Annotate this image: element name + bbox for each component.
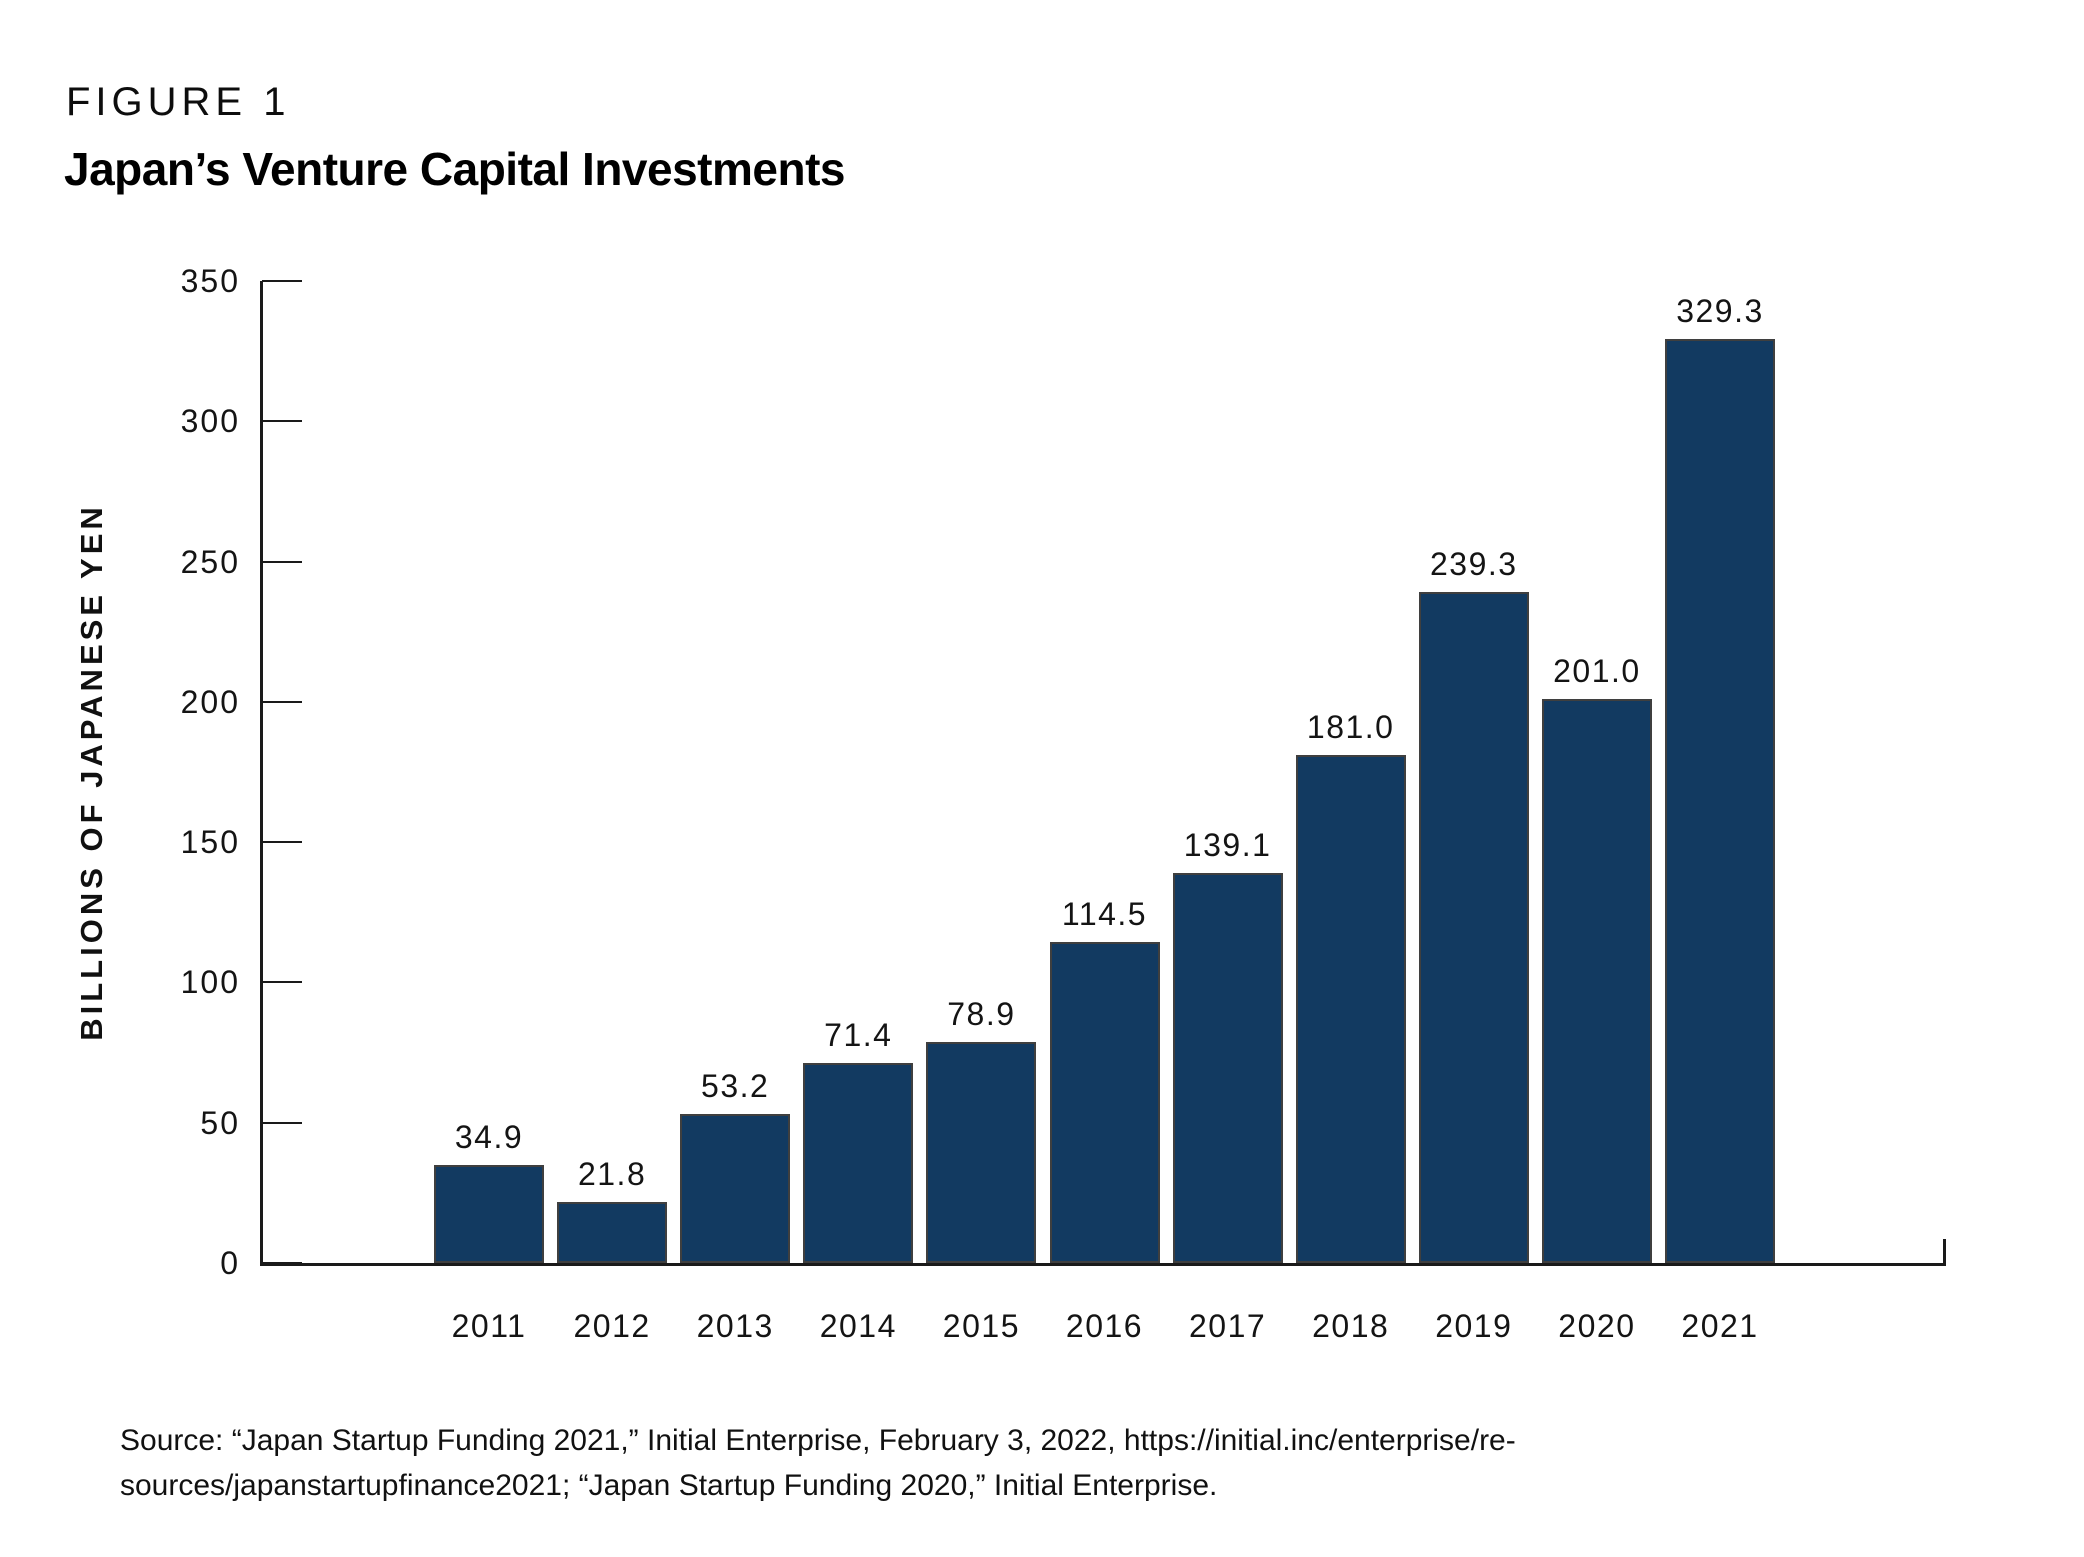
bar-value-label: 139.1	[1183, 826, 1272, 863]
source-note: Source: “Japan Startup Funding 2021,” In…	[120, 1418, 1516, 1508]
x-tick-label: 2011	[451, 1308, 527, 1344]
y-tick	[262, 841, 302, 844]
x-tick-label: 2020	[1558, 1308, 1636, 1344]
y-tick-label: 350	[180, 263, 240, 299]
x-tick-label: 2014	[819, 1308, 897, 1344]
y-tick	[262, 560, 302, 563]
y-tick	[262, 280, 302, 282]
bar-value-label: 239.3	[1430, 545, 1518, 582]
bar-2011	[434, 1165, 544, 1263]
bar-value-label: 21.8	[577, 1155, 647, 1192]
bar-value-label: 71.4	[824, 1016, 893, 1053]
bar-value-label: 53.2	[701, 1067, 770, 1104]
x-tick-label: 2012	[573, 1308, 651, 1344]
bar-2013	[680, 1113, 791, 1263]
y-tick-label: 300	[180, 403, 240, 440]
x-tick-label: 2019	[1435, 1308, 1513, 1344]
x-tick-label: 2015	[942, 1308, 1020, 1344]
x-tick-label: 2018	[1312, 1308, 1390, 1344]
bar-value-label: 201.0	[1553, 653, 1641, 690]
figure-label: FIGURE 1	[66, 80, 291, 124]
y-tick-label: 0	[220, 1245, 240, 1281]
bar-value-label: 181.0	[1306, 709, 1395, 746]
bar-value-label: 329.3	[1676, 293, 1764, 330]
source-line-2: sources/japanstartupfinance2021; “Japan …	[120, 1469, 1218, 1502]
figure-title: Japan’s Venture Capital Investments	[64, 143, 845, 195]
bar-value-label: 34.9	[454, 1119, 524, 1156]
bar-2017	[1172, 872, 1283, 1263]
x-axis-end-tick	[1943, 1239, 1946, 1263]
y-tick	[262, 1121, 302, 1124]
y-tick-label: 200	[180, 683, 240, 720]
bar-2016	[1049, 941, 1160, 1263]
bar-value-label: 78.9	[947, 995, 1016, 1032]
y-tick-label: 50	[200, 1104, 240, 1141]
bar-2018	[1295, 755, 1406, 1263]
y-tick-label: 150	[180, 824, 240, 861]
y-tick	[262, 981, 302, 984]
y-tick-label: 100	[180, 964, 240, 1001]
y-tick	[262, 1262, 302, 1264]
bar-2019	[1418, 591, 1529, 1263]
x-tick-label: 2017	[1189, 1308, 1267, 1344]
bar-2014	[803, 1062, 914, 1263]
x-axis-line	[260, 1263, 1946, 1266]
y-axis-line	[260, 281, 263, 1266]
x-tick-label: 2021	[1681, 1308, 1759, 1344]
bar-2020	[1541, 699, 1652, 1263]
y-tick-label: 250	[180, 543, 240, 580]
bar-2021	[1665, 339, 1775, 1263]
bar-2015	[926, 1041, 1037, 1263]
x-tick-label: 2016	[1065, 1308, 1144, 1344]
bar-2012	[557, 1201, 668, 1263]
x-tick-label: 2013	[696, 1308, 774, 1344]
source-line-1: Source: “Japan Startup Funding 2021,” In…	[120, 1424, 1516, 1457]
bar-value-label: 114.5	[1061, 895, 1148, 932]
y-tick	[262, 420, 302, 423]
y-tick	[262, 700, 302, 703]
